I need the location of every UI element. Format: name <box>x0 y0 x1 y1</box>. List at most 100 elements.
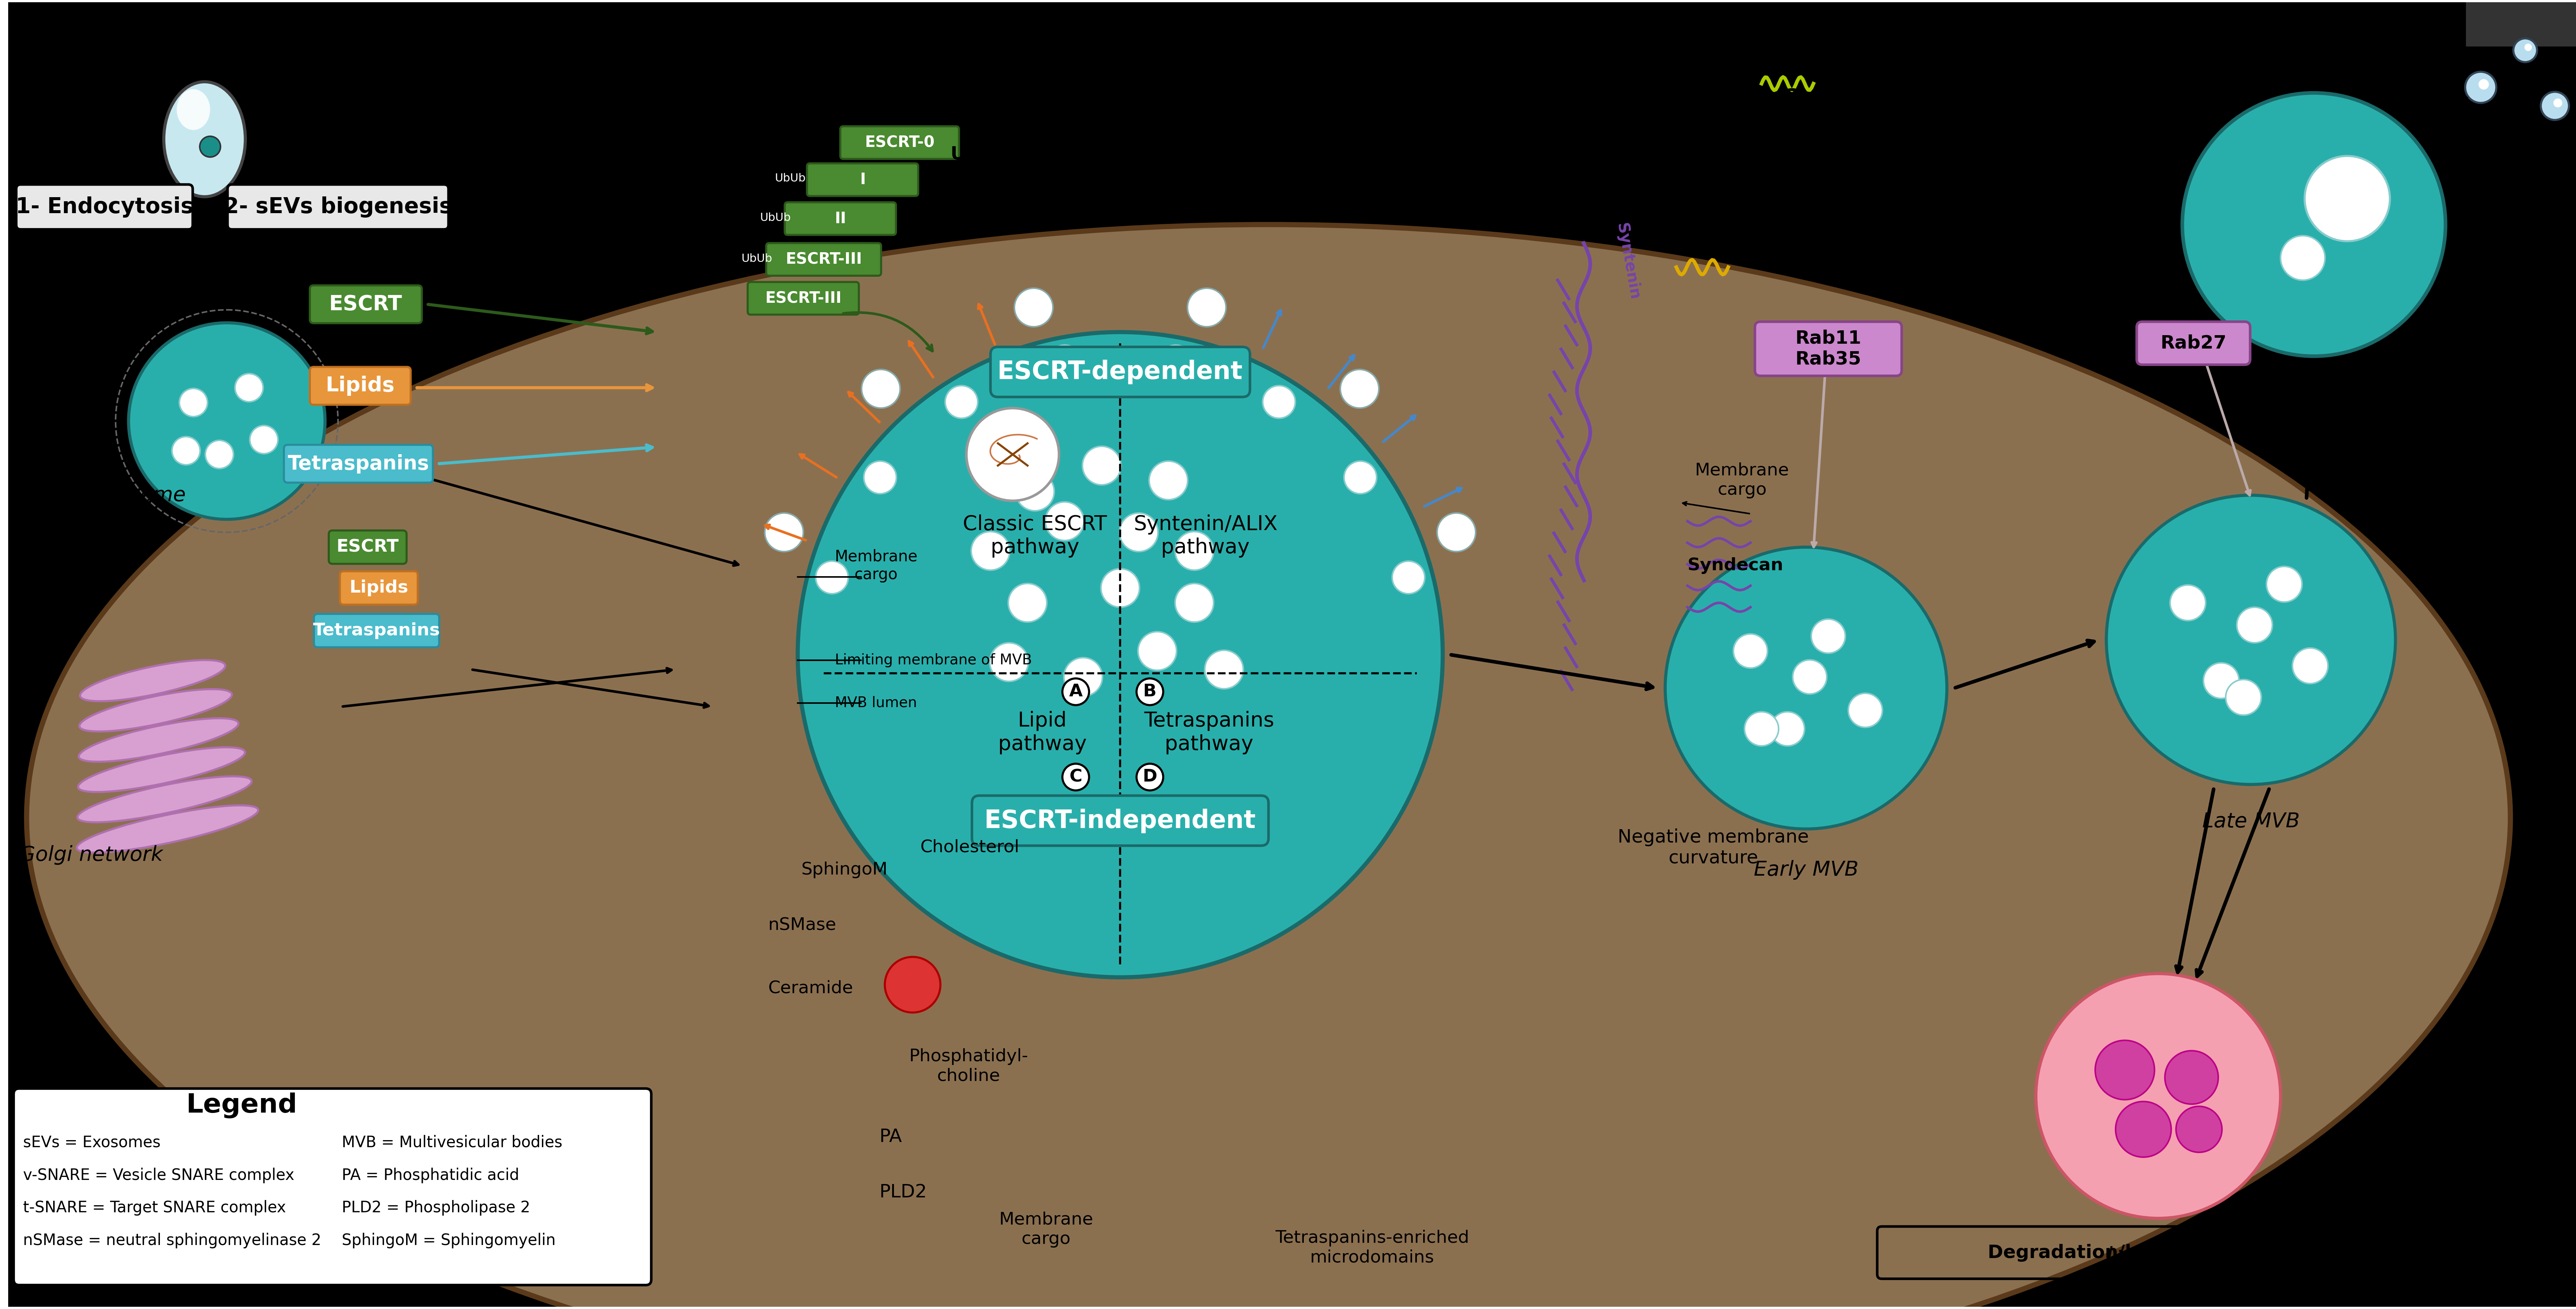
Circle shape <box>1159 346 1193 378</box>
FancyBboxPatch shape <box>840 126 958 158</box>
Text: ESCRT-dependent: ESCRT-dependent <box>997 360 1244 385</box>
Circle shape <box>1340 369 1378 408</box>
Circle shape <box>1664 547 1947 829</box>
Text: SphingoM = Sphingomyelin: SphingoM = Sphingomyelin <box>343 1233 556 1249</box>
Circle shape <box>2115 1101 2172 1157</box>
Circle shape <box>2553 98 2563 107</box>
Text: Early MVB: Early MVB <box>1754 860 1857 880</box>
FancyBboxPatch shape <box>309 285 422 323</box>
Circle shape <box>2094 1041 2154 1100</box>
Circle shape <box>2236 607 2272 643</box>
Circle shape <box>1391 562 1425 594</box>
Text: Cholesterol: Cholesterol <box>920 839 1020 856</box>
FancyBboxPatch shape <box>283 445 433 483</box>
FancyBboxPatch shape <box>227 185 448 229</box>
Text: PLD2: PLD2 <box>878 1183 927 1202</box>
Text: Negative membrane
curvature: Negative membrane curvature <box>1618 829 1808 867</box>
Text: UbUb: UbUb <box>775 173 806 183</box>
Text: t-SNARE = Target SNARE complex: t-SNARE = Target SNARE complex <box>23 1200 286 1216</box>
Circle shape <box>1811 619 1844 653</box>
Text: UbUb: UbUb <box>760 212 791 224</box>
Text: Lipids: Lipids <box>325 376 394 395</box>
FancyBboxPatch shape <box>971 796 1267 846</box>
Ellipse shape <box>80 689 232 732</box>
Text: Syndecan: Syndecan <box>1687 558 1783 575</box>
Text: 2- sEVs biogenesis: 2- sEVs biogenesis <box>224 196 453 217</box>
Circle shape <box>1345 461 1376 493</box>
Text: ESCRT-III: ESCRT-III <box>786 251 863 267</box>
Text: sEVs = Exosomes: sEVs = Exosomes <box>23 1135 160 1151</box>
Circle shape <box>1139 632 1177 670</box>
Text: ESCRT: ESCRT <box>337 539 399 555</box>
Circle shape <box>2293 648 2329 683</box>
Text: Cytoplasmic sorting:
cytosolic cargo
(Proteins & ARNs): Cytoplasmic sorting: cytosolic cargo (Pr… <box>1481 35 1662 90</box>
Text: Golgi network: Golgi network <box>18 846 162 865</box>
Circle shape <box>971 531 1010 571</box>
Text: v-SNARE: v-SNARE <box>1728 249 1819 267</box>
Text: Alix: Alix <box>1388 185 1430 204</box>
Text: ESCRT-III: ESCRT-III <box>765 291 842 306</box>
Text: Legend: Legend <box>185 1092 296 1118</box>
Circle shape <box>1744 712 1777 746</box>
Circle shape <box>1082 446 1121 484</box>
Text: 3- MVB/PM
docking: 3- MVB/PM docking <box>1785 88 1924 135</box>
Text: ESCRT: ESCRT <box>330 295 402 314</box>
Circle shape <box>1175 531 1213 571</box>
Text: Lipids: Lipids <box>350 580 407 597</box>
Circle shape <box>180 389 209 416</box>
Text: nSMase: nSMase <box>768 918 837 933</box>
Text: Ceramide: Ceramide <box>768 980 853 996</box>
Circle shape <box>1206 651 1244 689</box>
Circle shape <box>2540 92 2568 120</box>
Text: C: C <box>1069 768 1082 785</box>
Text: Phosphatidyl-
choline: Phosphatidyl- choline <box>909 1049 1028 1084</box>
Text: Ub: Ub <box>951 145 979 164</box>
Ellipse shape <box>80 719 240 762</box>
FancyBboxPatch shape <box>2136 322 2251 365</box>
Ellipse shape <box>178 89 211 130</box>
Circle shape <box>765 513 804 551</box>
Text: Early endosome: Early endosome <box>18 486 185 505</box>
Text: II: II <box>835 211 845 226</box>
Bar <box>1386 13 1757 114</box>
Text: t-SNARE: t-SNARE <box>1816 64 1904 81</box>
Text: Rab11
Rab35: Rab11 Rab35 <box>1795 330 1862 368</box>
Circle shape <box>817 562 848 594</box>
Circle shape <box>201 136 222 157</box>
Circle shape <box>173 437 201 465</box>
Ellipse shape <box>165 81 245 196</box>
FancyBboxPatch shape <box>330 530 407 564</box>
Text: Syntenin/ALIX
pathway: Syntenin/ALIX pathway <box>1133 514 1278 558</box>
Circle shape <box>945 386 979 419</box>
Ellipse shape <box>77 805 258 852</box>
Circle shape <box>1770 712 1806 746</box>
FancyBboxPatch shape <box>747 281 858 314</box>
Text: Tetraspanins-enriched
microdomains: Tetraspanins-enriched microdomains <box>1275 1230 1468 1266</box>
Text: Tetraspanins: Tetraspanins <box>289 454 430 474</box>
Circle shape <box>863 461 896 493</box>
Circle shape <box>206 440 234 469</box>
FancyBboxPatch shape <box>786 203 896 234</box>
FancyBboxPatch shape <box>1754 322 1901 376</box>
Circle shape <box>2280 236 2326 280</box>
Circle shape <box>884 957 940 1013</box>
Circle shape <box>1734 634 1767 668</box>
Circle shape <box>989 643 1028 682</box>
Text: Syntenin: Syntenin <box>1613 223 1643 301</box>
Circle shape <box>2107 495 2396 784</box>
Circle shape <box>1048 346 1082 378</box>
Text: A: A <box>1069 683 1082 700</box>
Text: SphingoM: SphingoM <box>801 861 889 878</box>
Circle shape <box>1175 584 1213 622</box>
Circle shape <box>2465 72 2496 103</box>
Circle shape <box>250 425 278 454</box>
Circle shape <box>2226 679 2262 715</box>
Circle shape <box>2267 567 2303 602</box>
Text: nSMase = neutral sphingomyelinase 2: nSMase = neutral sphingomyelinase 2 <box>23 1233 322 1249</box>
Bar <box>2465 3 2576 47</box>
Text: ESCRT-III: ESCRT-III <box>1020 200 1113 219</box>
FancyBboxPatch shape <box>309 367 410 404</box>
Circle shape <box>2164 1051 2218 1103</box>
Circle shape <box>1046 501 1084 541</box>
Text: Late MVB: Late MVB <box>2202 812 2300 831</box>
